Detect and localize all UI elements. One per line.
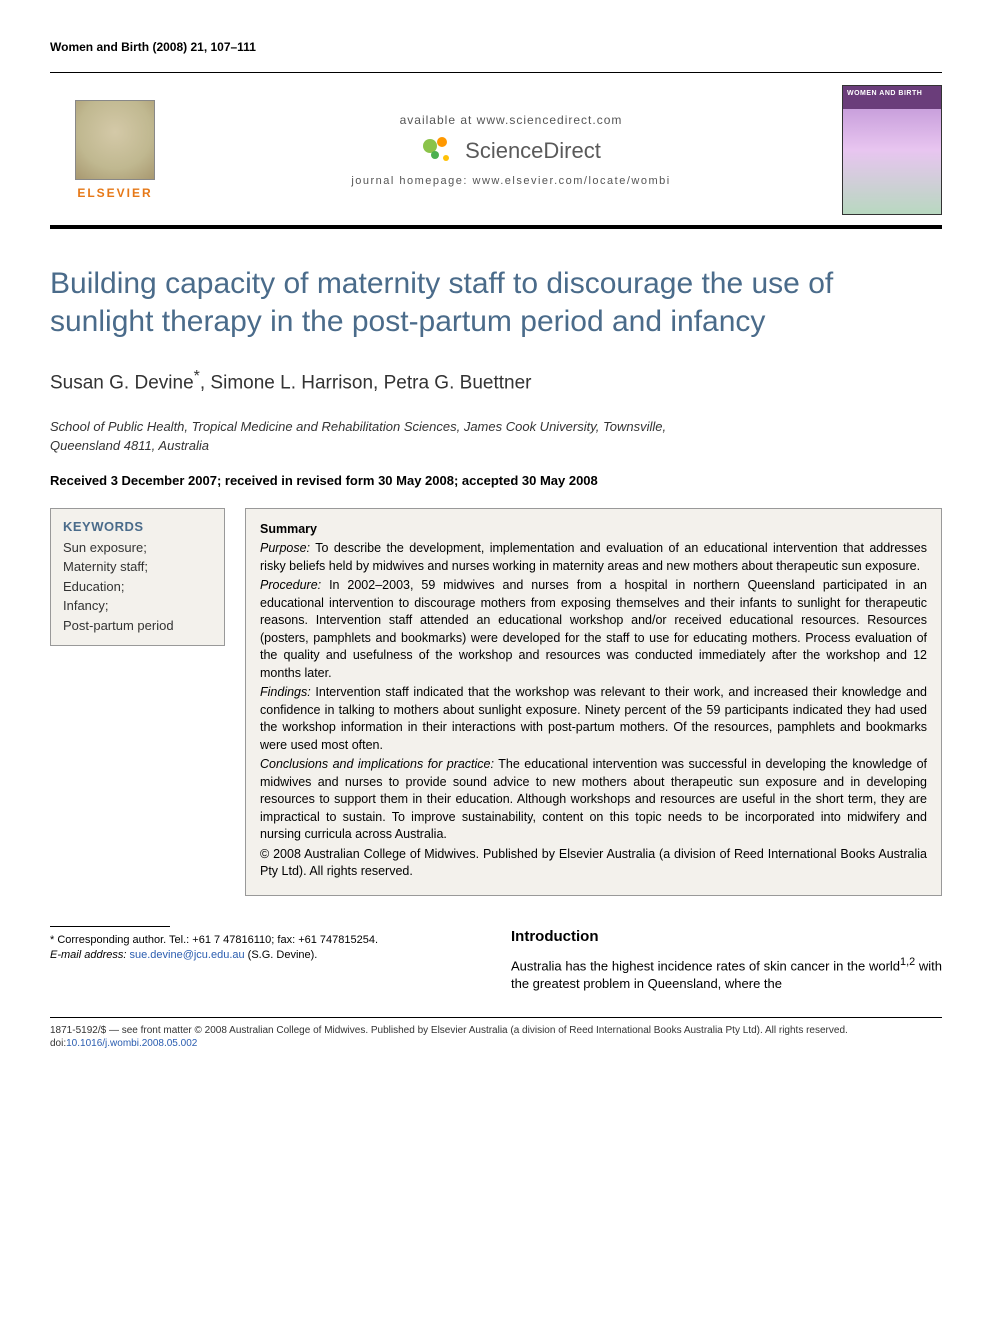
abstract-row: KEYWORDS Sun exposure; Maternity staff; … xyxy=(50,508,942,896)
sciencedirect-logo: ScienceDirect xyxy=(421,137,601,165)
doi-label: doi: xyxy=(50,1038,66,1049)
keywords-box: KEYWORDS Sun exposure; Maternity staff; … xyxy=(50,508,225,647)
findings-label: Findings: xyxy=(260,685,311,699)
sciencedirect-bubbles-icon xyxy=(421,137,457,165)
article-dates: Received 3 December 2007; received in re… xyxy=(50,473,942,488)
elsevier-tree-icon xyxy=(75,100,155,180)
summary-findings: Findings: Intervention staff indicated t… xyxy=(260,684,927,754)
doi-link[interactable]: 10.1016/j.wombi.2008.05.002 xyxy=(66,1038,197,1049)
summary-purpose: Purpose: To describe the development, im… xyxy=(260,540,927,575)
purpose-label: Purpose: xyxy=(260,541,310,555)
publisher-block: ELSEVIER xyxy=(50,100,180,200)
body-columns: * Corresponding author. Tel.: +61 7 4781… xyxy=(50,926,942,994)
sciencedirect-wordmark: ScienceDirect xyxy=(465,138,601,164)
keywords-heading: KEYWORDS xyxy=(63,519,212,534)
intro-text-1: Australia has the highest incidence rate… xyxy=(511,958,900,973)
corresponding-line1: * Corresponding author. Tel.: +61 7 4781… xyxy=(50,933,481,948)
cover-title-text: WOMEN AND BIRTH xyxy=(847,90,937,97)
right-column: Introduction Australia has the highest i… xyxy=(511,926,942,994)
intro-refs: 1,2 xyxy=(900,956,915,968)
page-footer: 1871-5192/$ — see front matter © 2008 Au… xyxy=(50,1017,942,1050)
author-list: Susan G. Devine*, Simone L. Harrison, Pe… xyxy=(50,368,942,394)
summary-procedure: Procedure: In 2002–2003, 59 midwives and… xyxy=(260,577,927,682)
intro-paragraph: Australia has the highest incidence rate… xyxy=(511,955,942,994)
left-column: * Corresponding author. Tel.: +61 7 4781… xyxy=(50,926,481,994)
author-1: Susan G. Devine xyxy=(50,372,194,393)
journal-cover-thumbnail: WOMEN AND BIRTH xyxy=(842,85,942,215)
summary-heading: Summary xyxy=(260,521,927,539)
author-rest: , Simone L. Harrison, Petra G. Buettner xyxy=(200,372,532,393)
journal-meta-bar: ELSEVIER available at www.sciencedirect.… xyxy=(50,72,942,229)
corresponding-email-link[interactable]: sue.devine@jcu.edu.au xyxy=(129,949,244,961)
summary-copyright: © 2008 Australian College of Midwives. P… xyxy=(260,846,927,881)
procedure-label: Procedure: xyxy=(260,578,321,592)
findings-text: Intervention staff indicated that the wo… xyxy=(260,685,927,752)
purpose-text: To describe the development, implementat… xyxy=(260,541,927,573)
corresponding-line2: E-mail address: sue.devine@jcu.edu.au (S… xyxy=(50,948,481,963)
procedure-text: In 2002–2003, 59 midwives and nurses fro… xyxy=(260,578,927,680)
email-label: E-mail address: xyxy=(50,949,126,961)
available-at-text: available at www.sciencedirect.com xyxy=(400,113,623,127)
summary-box: Summary Purpose: To describe the develop… xyxy=(245,508,942,896)
affiliation: School of Public Health, Tropical Medici… xyxy=(50,418,680,454)
article-title: Building capacity of maternity staff to … xyxy=(50,265,942,340)
publisher-name: ELSEVIER xyxy=(77,186,152,200)
email-suffix: (S.G. Devine). xyxy=(245,949,318,961)
sciencedirect-block: available at www.sciencedirect.com Scien… xyxy=(180,113,842,187)
footnote-rule xyxy=(50,926,170,927)
journal-reference: Women and Birth (2008) 21, 107–111 xyxy=(50,40,942,54)
footer-copyright: 1871-5192/$ — see front matter © 2008 Au… xyxy=(50,1024,942,1037)
conclusions-label: Conclusions and implications for practic… xyxy=(260,757,494,771)
keywords-list: Sun exposure; Maternity staff; Education… xyxy=(63,538,212,636)
footer-doi: doi:10.1016/j.wombi.2008.05.002 xyxy=(50,1037,942,1050)
corresponding-author-note: * Corresponding author. Tel.: +61 7 4781… xyxy=(50,933,481,964)
introduction-heading: Introduction xyxy=(511,926,942,947)
summary-conclusions: Conclusions and implications for practic… xyxy=(260,756,927,844)
journal-homepage-text: journal homepage: www.elsevier.com/locat… xyxy=(351,175,670,187)
